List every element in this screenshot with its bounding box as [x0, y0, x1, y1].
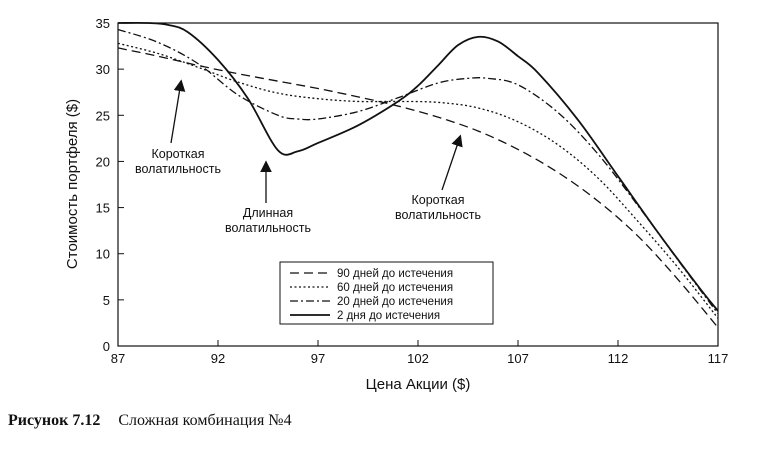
portfolio-value-chart: 0 5 10 15 20 25 30 35 87 92 97 102 107 112 117 Коротк…	[64, 16, 729, 393]
figure-number: Рисунок 7.12	[8, 412, 101, 429]
series-line-1	[117, 47, 719, 328]
annotation-text-2: Длинная волатильность	[225, 206, 311, 235]
series-line-4	[117, 21, 719, 312]
x-tick-label: 102	[407, 351, 429, 366]
y-tick-label: 25	[96, 108, 110, 123]
figure-caption: Рисунок 7.12 Сложная комбинация №4	[8, 412, 292, 430]
legend-box	[279, 261, 494, 325]
y-tick-label: 5	[103, 293, 110, 308]
legend-label-1: 90 дней до истечения	[337, 268, 453, 280]
x-axis-ticks: 87 92 97 102 107 112 117	[111, 340, 729, 366]
series-line-3	[117, 28, 719, 315]
annotation-line: волатильность	[135, 162, 221, 176]
x-tick-label: 112	[608, 351, 629, 366]
y-tick-label: 30	[96, 62, 110, 77]
annotation-line: волатильность	[225, 221, 311, 235]
y-axis-title: Стоимость портфеля ($)	[64, 99, 81, 269]
y-tick-label: 15	[96, 201, 110, 216]
y-tick-label: 10	[96, 247, 110, 262]
annotation-arrow-3	[441, 134, 463, 191]
x-tick-label: 87	[111, 351, 125, 366]
annotation-text-1: Короткая волатильность	[135, 147, 221, 176]
legend-label-3: 20 дней до истечения	[337, 296, 453, 308]
x-tick-label: 92	[211, 351, 225, 366]
figure-caption-text: Сложная комбинация №4	[118, 412, 292, 429]
y-tick-label: 20	[96, 154, 110, 169]
legend-label-4: 2 дня до истечения	[337, 310, 440, 322]
series-layer	[117, 21, 719, 328]
annotation-line: Короткая	[411, 193, 464, 207]
x-axis-title: Цена Акции ($)	[366, 376, 471, 393]
annotation-line: волатильность	[395, 208, 481, 222]
annotation-arrow-1	[170, 79, 186, 144]
y-tick-label: 35	[96, 16, 110, 31]
x-tick-label: 117	[708, 351, 729, 366]
annotation-text-3: Короткая волатильность	[395, 193, 481, 222]
x-tick-label: 107	[507, 351, 529, 366]
annotation-line: Короткая	[151, 147, 204, 161]
legend: 90 дней до истечения 60 дней до истечения…	[279, 261, 494, 325]
y-axis-ticks: 0 5 10 15 20 25 30 35	[96, 16, 124, 354]
legend-label-2: 60 дней до истечения	[337, 282, 453, 294]
annotation-line: Длинная	[243, 206, 293, 220]
x-tick-label: 97	[311, 351, 325, 366]
y-tick-label: 0	[103, 339, 110, 354]
series-line-2	[117, 42, 719, 319]
